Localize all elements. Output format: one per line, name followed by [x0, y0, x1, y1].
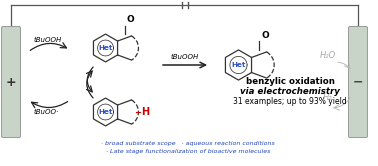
Text: 31 examples; up to 93% yield: 31 examples; up to 93% yield — [233, 97, 347, 107]
Text: −: − — [353, 76, 363, 88]
Text: benzylic oxidation: benzylic oxidation — [246, 78, 335, 86]
Text: · broad substrate scope   · aqueous reaction conditions: · broad substrate scope · aqueous reacti… — [101, 140, 275, 146]
Text: O: O — [261, 31, 269, 40]
Text: Het: Het — [231, 62, 246, 68]
Text: +: + — [6, 76, 16, 88]
Text: H₂O: H₂O — [320, 50, 336, 59]
Text: tBuOO·: tBuOO· — [34, 109, 59, 115]
Text: tBuOOH: tBuOOH — [171, 54, 199, 60]
Text: Het: Het — [98, 45, 113, 51]
Text: Het: Het — [98, 109, 113, 115]
Text: · Late stage functionalization of bioactive molecules: · Late stage functionalization of bioact… — [106, 150, 270, 155]
FancyBboxPatch shape — [2, 27, 20, 137]
Text: via electrochemistry: via electrochemistry — [240, 86, 340, 95]
Text: tBuOOH: tBuOOH — [34, 37, 62, 43]
FancyBboxPatch shape — [349, 27, 367, 137]
Text: H₂: H₂ — [323, 93, 333, 102]
Text: O: O — [127, 15, 134, 24]
Text: H: H — [141, 107, 150, 117]
